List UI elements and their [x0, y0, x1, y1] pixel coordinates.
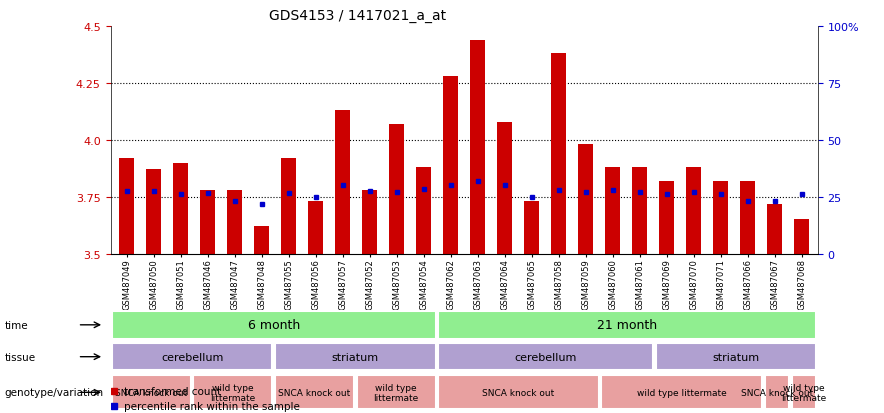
- Bar: [470, 40, 485, 254]
- Bar: [112, 375, 191, 409]
- Bar: [438, 375, 598, 409]
- Bar: [659, 181, 674, 254]
- Bar: [713, 181, 728, 254]
- Bar: [438, 343, 653, 370]
- Text: SNCA knock out: SNCA knock out: [741, 388, 813, 397]
- Bar: [275, 343, 436, 370]
- Text: SNCA knock out: SNCA knock out: [278, 388, 351, 397]
- Text: tissue: tissue: [4, 352, 35, 362]
- Text: SNCA knock out: SNCA knock out: [115, 388, 187, 397]
- Bar: [765, 375, 789, 409]
- Bar: [794, 220, 809, 254]
- Text: percentile rank within the sample: percentile rank within the sample: [125, 401, 301, 411]
- Bar: [497, 122, 512, 254]
- Bar: [173, 163, 188, 254]
- Bar: [227, 190, 242, 254]
- Text: striatum: striatum: [713, 352, 759, 362]
- Bar: [281, 159, 296, 254]
- Bar: [443, 77, 458, 254]
- Text: 6 month: 6 month: [248, 318, 300, 332]
- Bar: [275, 375, 354, 409]
- Bar: [792, 375, 816, 409]
- Bar: [767, 204, 782, 254]
- Bar: [309, 202, 323, 254]
- Text: time: time: [4, 320, 28, 330]
- Text: wild type
littermate: wild type littermate: [210, 383, 255, 402]
- Text: 21 month: 21 month: [598, 318, 658, 332]
- Text: wild type
littermate: wild type littermate: [781, 383, 827, 402]
- Bar: [146, 170, 161, 254]
- Text: genotype/variation: genotype/variation: [4, 387, 103, 397]
- Text: cerebellum: cerebellum: [161, 352, 224, 362]
- Bar: [362, 190, 377, 254]
- Bar: [194, 375, 272, 409]
- Bar: [416, 168, 431, 254]
- Text: transformed count: transformed count: [125, 386, 222, 396]
- Bar: [578, 145, 593, 254]
- Text: GDS4153 / 1417021_a_at: GDS4153 / 1417021_a_at: [270, 9, 446, 23]
- Text: cerebellum: cerebellum: [514, 352, 577, 362]
- Bar: [632, 168, 647, 254]
- Text: wild type littermate: wild type littermate: [636, 388, 727, 397]
- Bar: [112, 343, 272, 370]
- Text: striatum: striatum: [332, 352, 379, 362]
- Text: SNCA knock out: SNCA knock out: [483, 388, 554, 397]
- Bar: [656, 343, 816, 370]
- Bar: [740, 181, 755, 254]
- Bar: [606, 168, 620, 254]
- Bar: [524, 202, 539, 254]
- Bar: [438, 311, 816, 339]
- Bar: [119, 159, 134, 254]
- Bar: [686, 168, 701, 254]
- Bar: [112, 311, 436, 339]
- Bar: [356, 375, 436, 409]
- Bar: [201, 190, 215, 254]
- Bar: [551, 54, 566, 254]
- Bar: [389, 124, 404, 254]
- Bar: [601, 375, 762, 409]
- Bar: [255, 227, 269, 254]
- Bar: [335, 111, 350, 254]
- Text: wild type
littermate: wild type littermate: [373, 383, 419, 402]
